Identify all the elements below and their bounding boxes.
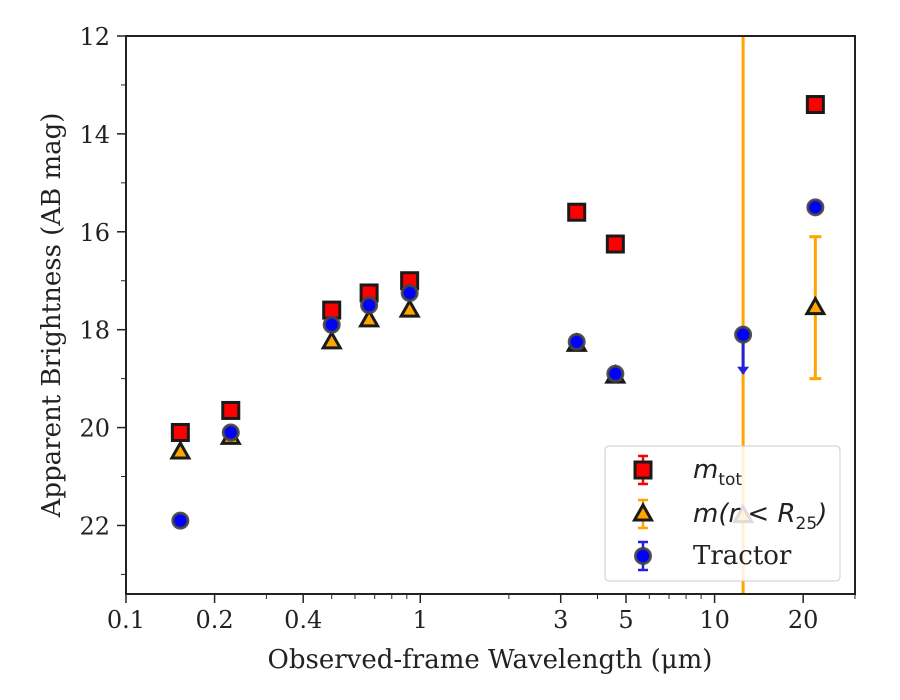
data-marks-layer (169, 95, 827, 530)
x-tick-label: 0.1 (107, 606, 145, 634)
legend-marker-triangle (631, 501, 655, 522)
data-point-square (605, 234, 625, 254)
data-point-triangle (358, 307, 381, 328)
data-point-triangle (320, 329, 343, 350)
x-tick-label: 10 (699, 606, 730, 634)
y-tick-label: 18 (79, 317, 110, 345)
upper-limit-arrow-head (737, 366, 750, 375)
data-point-circle (734, 325, 753, 344)
legend-marker-square (633, 460, 653, 480)
data-point-circle (606, 364, 625, 383)
x-tick-label: 0.4 (284, 606, 322, 634)
data-point-triangle (804, 295, 827, 316)
data-point-circle (221, 423, 240, 442)
axis-ticks-layer: 0.1 0.2 0.4 1 3 5 10 20 12 14 16 18 20 22 (79, 23, 856, 634)
legend-label-mtot: mtot (693, 455, 742, 490)
data-point-square (567, 202, 587, 222)
legend-label-mr25: m(r < R25) (693, 499, 827, 534)
data-point-triangle (169, 440, 192, 460)
legend-markers (631, 454, 655, 572)
data-point-circle (360, 296, 379, 315)
y-tick-label: 22 (79, 512, 110, 540)
data-point-square (322, 300, 342, 320)
legend-marker-circle (634, 547, 652, 565)
y-axis-label: Apparent Brightness (AB mag) (37, 113, 67, 519)
data-point-square (170, 422, 190, 442)
legend-box (604, 445, 841, 582)
x-tick-label: 3 (553, 606, 568, 634)
data-point-square (221, 400, 241, 420)
data-point-circle (322, 315, 341, 334)
y-tick-label: 14 (79, 121, 110, 149)
legend-label-tractor: Tractor (693, 541, 792, 571)
y-tick-label: 20 (79, 415, 110, 443)
y-tick-label: 12 (79, 23, 110, 51)
data-point-square (805, 95, 825, 115)
data-point-circle (400, 283, 419, 302)
x-tick-label: 1 (413, 606, 428, 634)
data-point-triangle (398, 298, 421, 318)
plot-frame (125, 35, 856, 595)
x-axis-label: Observed-frame Wavelength (μm) (268, 645, 713, 675)
data-point-circle (806, 198, 825, 217)
legend: mtot m(r < R25) Tractor (604, 445, 841, 582)
x-tick-label: 0.2 (196, 606, 234, 634)
y-tick-label: 16 (79, 219, 110, 247)
data-point-circle (567, 332, 586, 351)
x-tick-label: 5 (618, 606, 633, 634)
data-point-circle (171, 511, 190, 530)
x-tick-label: 20 (788, 606, 819, 634)
